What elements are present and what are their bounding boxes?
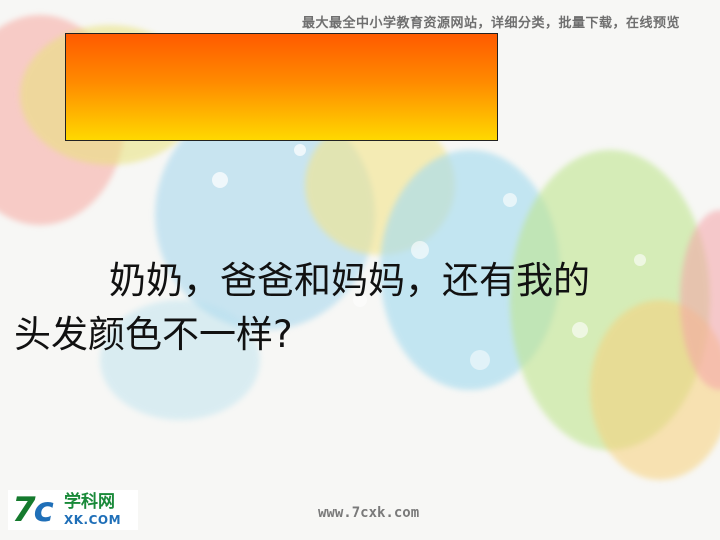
logo-mark-7: 7 bbox=[12, 490, 36, 530]
logo-title: 学科网 bbox=[64, 492, 115, 512]
xkw-logo[interactable]: 7c 学科网 XK.COM bbox=[8, 490, 138, 530]
footer-url-link[interactable]: www.7cxk.com bbox=[318, 505, 420, 521]
main-text-line-2: 头发颜色不一样? bbox=[14, 313, 293, 356]
logo-mark-c: c bbox=[33, 490, 54, 530]
logo-domain: XK.COM bbox=[64, 513, 122, 527]
slide-main-text: 奶奶，爸爸和妈妈，还有我的 头发颜色不一样? bbox=[14, 254, 704, 362]
title-placeholder-box bbox=[65, 33, 498, 141]
site-banner-text: 最大最全中小学教育资源网站，详细分类，批量下载，在线预览 bbox=[301, 16, 680, 31]
logo-mark: 7c bbox=[12, 490, 54, 530]
petal-pink-right bbox=[680, 210, 720, 390]
main-text-line-1: 奶奶，爸爸和妈妈，还有我的 bbox=[109, 259, 590, 302]
petal-blue-lower bbox=[100, 300, 260, 420]
